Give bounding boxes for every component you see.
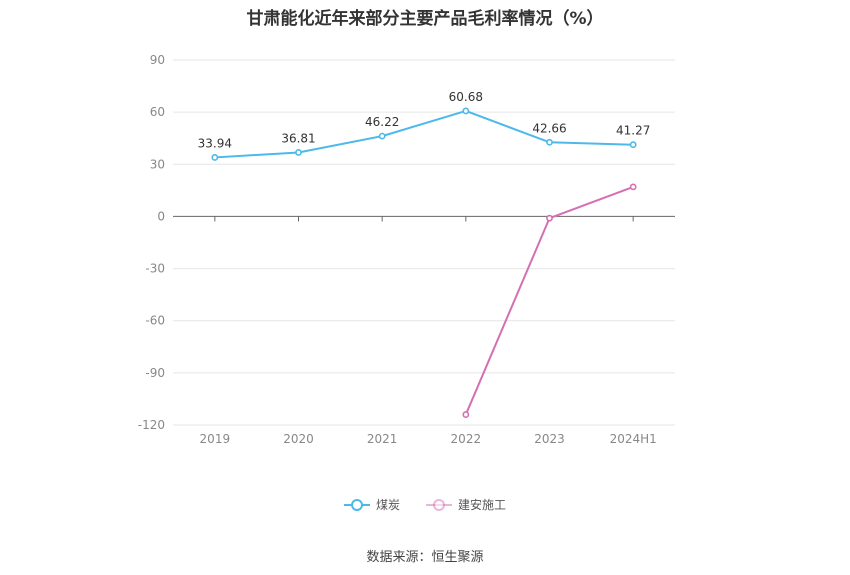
data-label: 41.27	[616, 124, 650, 138]
legend-marker-icon	[343, 498, 370, 511]
data-label: 36.81	[281, 131, 315, 145]
data-label: 42.66	[532, 121, 566, 135]
data-point[interactable]	[629, 141, 637, 149]
y-tick-label: -120	[138, 418, 165, 432]
data-point[interactable]	[546, 138, 553, 146]
data-point[interactable]	[295, 149, 302, 156]
series-lines	[211, 107, 637, 418]
x-tick-label: 2024H1	[610, 432, 657, 446]
legend-marker-icon	[426, 498, 452, 511]
axes: 90 60 30 0 -30 -60 -90 -120 2019 2020 2021 2022 2023…	[138, 53, 675, 446]
x-tick-label: 2023	[534, 432, 565, 446]
legend-item-series-1[interactable]: 建安施工	[426, 496, 506, 513]
legend-label: 建安施工	[458, 498, 507, 512]
data-point[interactable]	[546, 214, 553, 222]
source-note: 数据来源：恒生聚源	[366, 550, 484, 565]
x-tick-label: 2019	[200, 432, 231, 446]
data-label: 46.22	[365, 115, 399, 129]
legend: 煤炭 建安施工	[0, 496, 850, 513]
data-labels: 33.94 36.81 46.22 60.68 42.66 41.27	[198, 90, 651, 150]
data-point[interactable]	[462, 411, 470, 418]
series-line-0	[214, 109, 634, 159]
y-tick-label: -30	[145, 262, 165, 276]
grid-lines	[173, 59, 675, 426]
data-point[interactable]	[629, 183, 637, 191]
chart-title: 甘肃能化近年来部分主要产品毛利率情况（%）	[246, 9, 604, 29]
y-tick-label: -60	[145, 314, 165, 328]
y-tick-label: 90	[150, 53, 165, 67]
x-tick-label: 2022	[451, 432, 482, 446]
y-tick-label: 0	[157, 209, 165, 223]
legend-item-series-0[interactable]: 煤炭	[343, 496, 400, 513]
legend-label: 煤炭	[375, 498, 400, 512]
data-label: 33.94	[198, 136, 232, 150]
y-tick-label: 60	[150, 105, 165, 119]
data-point[interactable]	[462, 107, 470, 115]
data-label: 60.68	[449, 90, 483, 104]
y-tick-label: -90	[145, 366, 165, 380]
data-point[interactable]	[211, 154, 219, 161]
data-point[interactable]	[378, 132, 386, 140]
y-tick-label: 30	[150, 157, 165, 171]
x-tick-label: 2021	[367, 432, 398, 446]
x-tick-label: 2020	[283, 432, 314, 446]
